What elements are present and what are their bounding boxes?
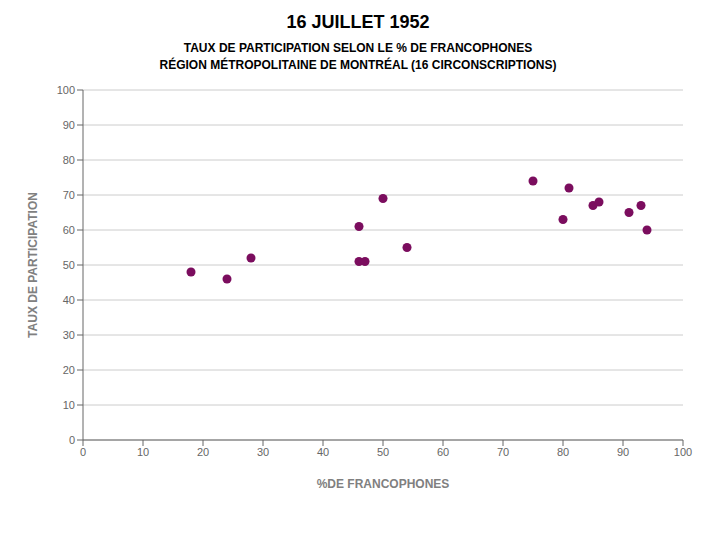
svg-text:70: 70: [497, 446, 509, 458]
svg-text:90: 90: [617, 446, 629, 458]
svg-text:50: 50: [63, 259, 75, 271]
svg-text:80: 80: [557, 446, 569, 458]
svg-text:30: 30: [257, 446, 269, 458]
svg-text:20: 20: [197, 446, 209, 458]
svg-text:10: 10: [137, 446, 149, 458]
svg-text:80: 80: [63, 154, 75, 166]
svg-text:50: 50: [377, 446, 389, 458]
html-text:TAUX DE PARTICIPATION SELON LE: TAUX DE PARTICIPATION SELON LE % DE FRAN…: [183, 41, 533, 55]
svg-text:60: 60: [63, 224, 75, 236]
svg-text:90: 90: [63, 119, 75, 131]
svg-text:60: 60: [437, 446, 449, 458]
svg-text:40: 40: [63, 294, 75, 306]
svg-text:0: 0: [80, 446, 86, 458]
svg-text:TAUX DE PARTICIPATION: TAUX DE PARTICIPATION: [26, 192, 40, 338]
svg-text:100: 100: [674, 446, 692, 458]
svg-text:0: 0: [69, 434, 75, 446]
svg-text:%DE FRANCOPHONES: %DE FRANCOPHONES: [317, 477, 450, 491]
html-text:16 JUILLET 1952: 16 JUILLET 1952: [286, 12, 430, 32]
html-text:RÉGION MÉTROPOLITAINE DE MONTR: RÉGION MÉTROPOLITAINE DE MONTRÉAL (16 CI…: [159, 58, 557, 72]
svg-text:30: 30: [63, 329, 75, 341]
svg-text:20: 20: [63, 364, 75, 376]
svg-text:70: 70: [63, 189, 75, 201]
svg-text:10: 10: [63, 399, 75, 411]
svg-text:40: 40: [317, 446, 329, 458]
svg-text:100: 100: [57, 84, 75, 96]
